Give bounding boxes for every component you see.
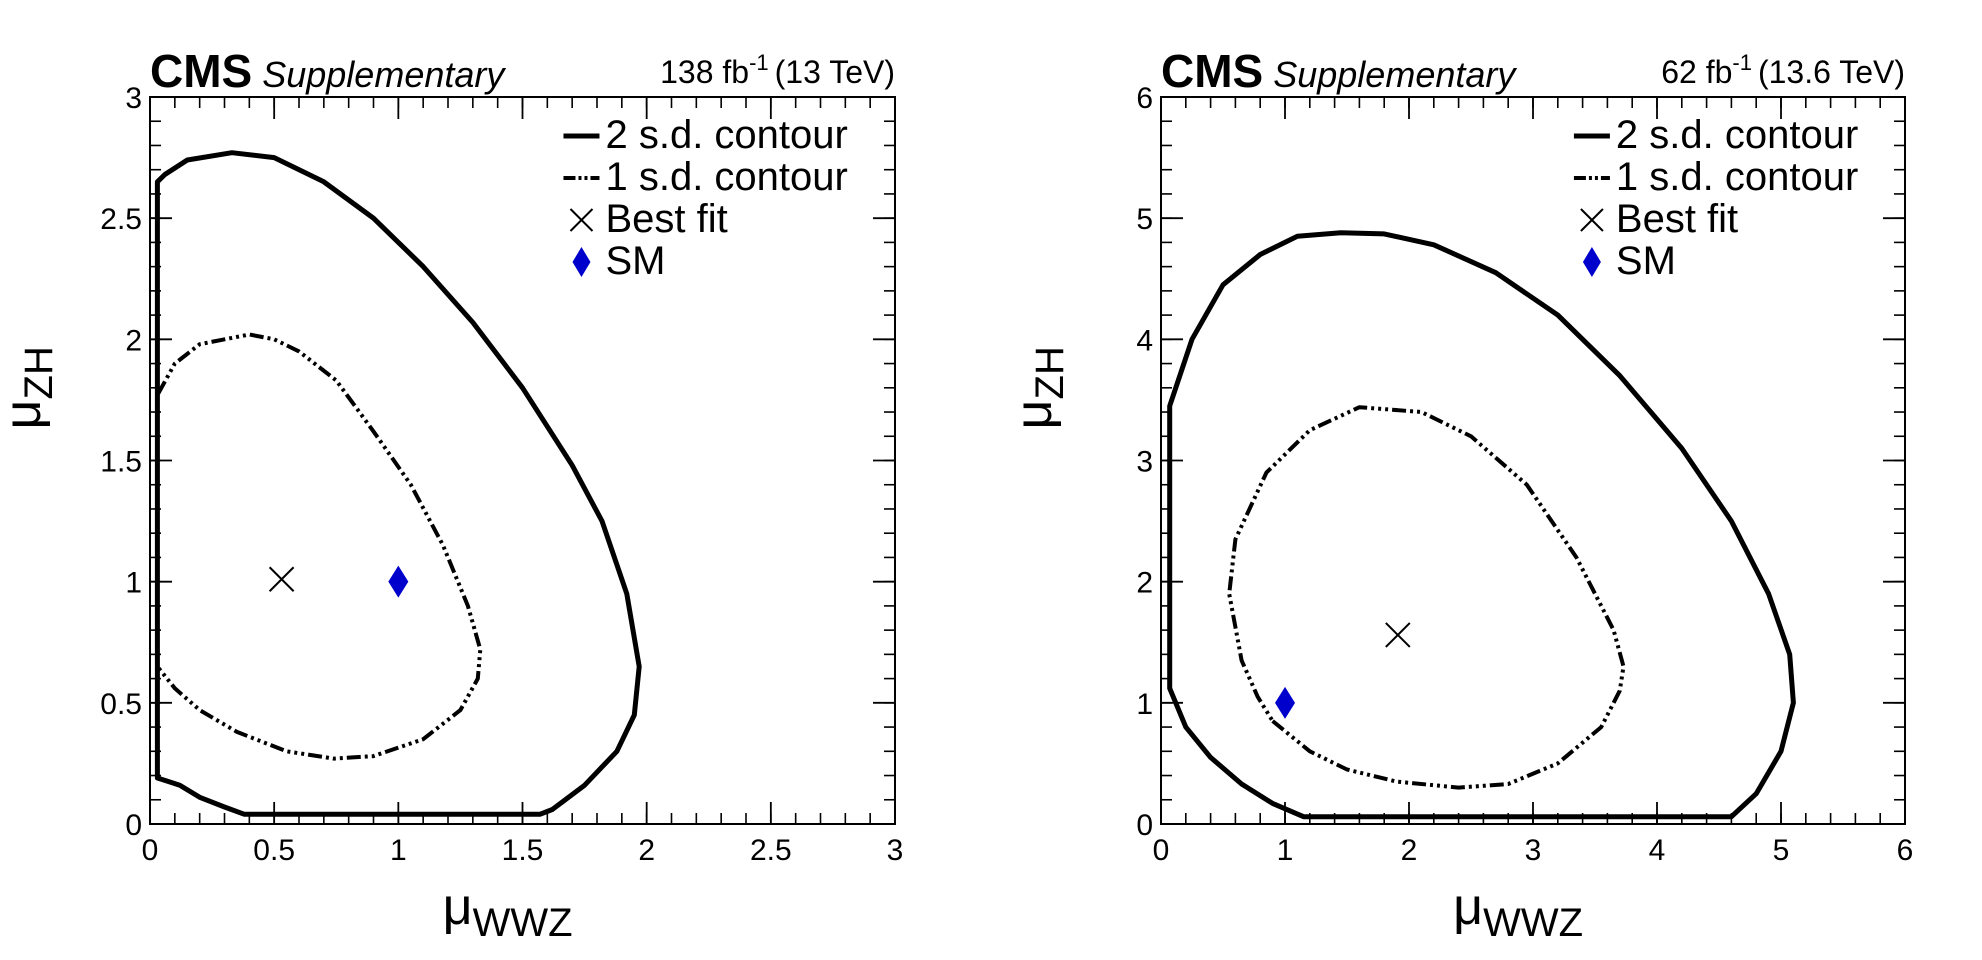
experiment-label: CMS xyxy=(1161,45,1263,97)
cms-header: CMS Supplementary xyxy=(1161,45,1517,97)
legend-cross-b xyxy=(569,208,594,232)
x-tick-label: 1.5 xyxy=(502,834,544,867)
y-axis-title-sub: ZH xyxy=(17,346,61,399)
y-tick-label: 2 xyxy=(125,324,142,357)
y-axis-title: μZH xyxy=(0,346,61,429)
sm-marker xyxy=(388,565,409,598)
legend-label: Best fit xyxy=(605,197,727,241)
legend-label: Best fit xyxy=(1616,197,1738,241)
x-tick-label: 0 xyxy=(142,834,159,867)
y-axis-title-main: μ xyxy=(0,399,52,429)
contour-1sd xyxy=(155,332,483,761)
y-tick-label: 1.5 xyxy=(100,446,142,479)
y-tick-label: 0.5 xyxy=(100,688,142,721)
sm-marker xyxy=(1275,686,1295,719)
legend-label: 1 s.d. contour xyxy=(1616,155,1858,199)
cms-header: CMS Supplementary xyxy=(150,45,506,97)
y-tick-label: 4 xyxy=(1136,324,1153,357)
x-tick-label: 0.5 xyxy=(253,834,295,867)
y-tick-label: 3 xyxy=(125,82,142,115)
experiment-label: CMS xyxy=(150,45,252,97)
luminosity-label: 62 fb-1 (13.6 TeV) xyxy=(1661,50,1905,90)
lumi-value: 62 fb xyxy=(1661,54,1732,90)
contour-2sd xyxy=(1167,230,1796,820)
legend-label: SM xyxy=(605,239,665,283)
plot-frame xyxy=(1160,96,1906,825)
x-axis-title: μWWZ xyxy=(1453,878,1583,945)
best-fit-marker xyxy=(268,566,295,592)
x-axis-title-main: μ xyxy=(443,878,473,936)
luminosity-label: 138 fb-1 (13 TeV) xyxy=(660,50,895,90)
y-tick-label: 2 xyxy=(1136,567,1153,600)
x-axis-title-main: μ xyxy=(1453,878,1483,936)
lumi-exponent: -1 xyxy=(1732,50,1752,75)
best-fit-cross-b xyxy=(268,566,295,592)
x-axis-title: μWWZ xyxy=(443,878,573,945)
y-axis-title: μZH xyxy=(1005,346,1072,429)
legend-cross-b xyxy=(1580,208,1604,232)
y-tick-label: 1 xyxy=(1136,688,1153,721)
contour-2sd xyxy=(154,150,642,817)
lumi-energy: (13 TeV) xyxy=(775,54,895,90)
y-tick-label: 0 xyxy=(125,809,142,842)
y-tick-label: 0 xyxy=(1136,809,1153,842)
x-tick-label: 2 xyxy=(1401,834,1418,867)
lumi-value: 138 fb xyxy=(660,54,749,90)
lumi-energy: (13.6 TeV) xyxy=(1758,54,1905,90)
x-tick-label: 2.5 xyxy=(750,834,792,867)
x-tick-label: 0 xyxy=(1153,834,1170,867)
legend-swatch-diamond xyxy=(572,247,591,277)
x-tick-label: 3 xyxy=(887,834,904,867)
y-tick-label: 1 xyxy=(125,567,142,600)
best-fit-marker xyxy=(1385,622,1411,648)
y-axis-title-main: μ xyxy=(1005,399,1063,429)
legend-swatch-diamond xyxy=(1582,247,1601,277)
x-tick-label: 4 xyxy=(1649,834,1666,867)
x-tick-label: 1 xyxy=(390,834,407,867)
legend-label: 1 s.d. contour xyxy=(605,155,847,199)
x-tick-label: 1 xyxy=(1277,834,1294,867)
legend-swatch-cross xyxy=(1580,208,1604,232)
lumi-exponent: -1 xyxy=(749,50,769,75)
y-tick-label: 2.5 xyxy=(100,203,142,236)
y-axis-title-sub: ZH xyxy=(1028,346,1072,399)
y-tick-label: 3 xyxy=(1136,446,1153,479)
legend-swatch-cross xyxy=(569,208,594,232)
y-tick-label: 5 xyxy=(1136,203,1153,236)
x-tick-label: 2 xyxy=(638,834,655,867)
best-fit-cross-b xyxy=(1385,622,1411,648)
legend-label: 2 s.d. contour xyxy=(605,113,847,157)
left-contour-plot: 00.511.522.5300.511.522.53μWWZμZHCMSSupp… xyxy=(0,45,903,945)
legend-label: SM xyxy=(1616,239,1676,283)
x-tick-label: 6 xyxy=(1897,834,1914,867)
plot-frame xyxy=(149,96,896,825)
supplementary-label: Supplementary xyxy=(262,54,506,95)
x-tick-label: 5 xyxy=(1773,834,1790,867)
contour-1sd xyxy=(1227,405,1626,790)
legend-label: 2 s.d. contour xyxy=(1616,113,1858,157)
x-axis-title-sub: WWZ xyxy=(473,901,573,945)
x-axis-title-sub: WWZ xyxy=(1483,901,1583,945)
y-tick-label: 6 xyxy=(1136,82,1153,115)
x-tick-label: 3 xyxy=(1525,834,1542,867)
supplementary-label: Supplementary xyxy=(1273,54,1517,95)
